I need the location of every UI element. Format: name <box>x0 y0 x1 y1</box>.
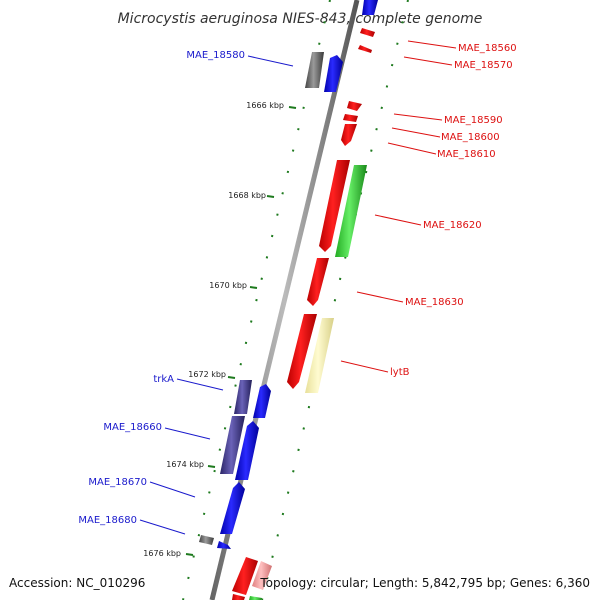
right-leader-lines <box>340 40 457 373</box>
gene-label-mae-18590[interactable]: MAE_18590 <box>444 115 503 126</box>
accession-label: Accession: NC_010296 <box>9 576 145 590</box>
kbp-ticks <box>185 106 297 556</box>
gene-mae-18660-block[interactable] <box>220 416 245 474</box>
gene-trka-arrow[interactable] <box>253 384 271 418</box>
gene-mae-18600-arrow[interactable] <box>343 114 358 122</box>
gene-mae-18580-block[interactable] <box>305 52 324 88</box>
kbp-label-1674: 1674 kbp <box>166 460 204 469</box>
gene-mae-18630-arrow[interactable] <box>307 258 329 306</box>
gene-mae-18560-arrow[interactable] <box>360 28 375 37</box>
kbp-label-1670: 1670 kbp <box>209 281 247 290</box>
gene-mae-18680-block[interactable] <box>199 535 214 545</box>
kbp-label-1676: 1676 kbp <box>143 549 181 558</box>
gene-label-lytb[interactable]: lytB <box>390 367 410 378</box>
gene-mae-18590-arrow[interactable] <box>347 101 362 111</box>
gene-bottom-red-arrow[interactable] <box>232 557 258 595</box>
gene-label-mae-18610[interactable]: MAE_18610 <box>437 149 496 160</box>
topology-label: Topology: circular; Length: 5,842,795 bp… <box>259 576 590 590</box>
gene-bottom-pink-block[interactable] <box>252 561 272 590</box>
gene-mae-18660-arrow[interactable] <box>235 421 259 480</box>
gene-lytb-yellow[interactable] <box>305 318 334 393</box>
gene-mae-18580-arrow[interactable] <box>324 55 343 92</box>
gene-mae-18620-green[interactable] <box>335 165 367 257</box>
gene-mae-18570-arrow[interactable] <box>358 45 372 53</box>
gene-mae-18680-arrow[interactable] <box>217 541 231 549</box>
gene-bottom-red-arrow-2[interactable] <box>232 594 245 600</box>
gene-mae-18620-arrow[interactable] <box>319 160 350 252</box>
kbp-label-1668: 1668 kbp <box>228 191 266 200</box>
gene-mae-18610-arrow[interactable] <box>341 124 357 146</box>
gene-mae-18670-arrow[interactable] <box>220 482 245 534</box>
gene-trka-block[interactable] <box>234 380 252 414</box>
tick-track-right <box>261 0 409 600</box>
gene-label-mae-18560[interactable]: MAE_18560 <box>458 43 517 54</box>
kbp-label-1672: 1672 kbp <box>188 370 226 379</box>
gene-label-mae-18620[interactable]: MAE_18620 <box>423 220 482 231</box>
gene-label-mae-18660[interactable]: MAE_18660 <box>103 422 162 433</box>
gene-label-mae-18580[interactable]: MAE_18580 <box>186 50 245 61</box>
gene-label-mae-18600[interactable]: MAE_18600 <box>441 132 500 143</box>
gene-label-mae-18680[interactable]: MAE_18680 <box>78 515 137 526</box>
tick-track-left <box>182 0 331 600</box>
gene-top-blue-arrow[interactable] <box>362 0 378 15</box>
gene-label-trka[interactable]: trkA <box>153 374 174 385</box>
gene-label-mae-18570[interactable]: MAE_18570 <box>454 60 513 71</box>
gene-bottom-green-block[interactable] <box>249 596 262 600</box>
left-leader-lines <box>139 55 294 535</box>
gene-lytb-arrow[interactable] <box>287 314 317 389</box>
kbp-label-1666: 1666 kbp <box>246 101 284 110</box>
gene-label-mae-18670[interactable]: MAE_18670 <box>88 477 147 488</box>
gene-label-mae-18630[interactable]: MAE_18630 <box>405 297 464 308</box>
map-title: Microcystis aeruginosa NIES-843, complet… <box>118 11 483 27</box>
